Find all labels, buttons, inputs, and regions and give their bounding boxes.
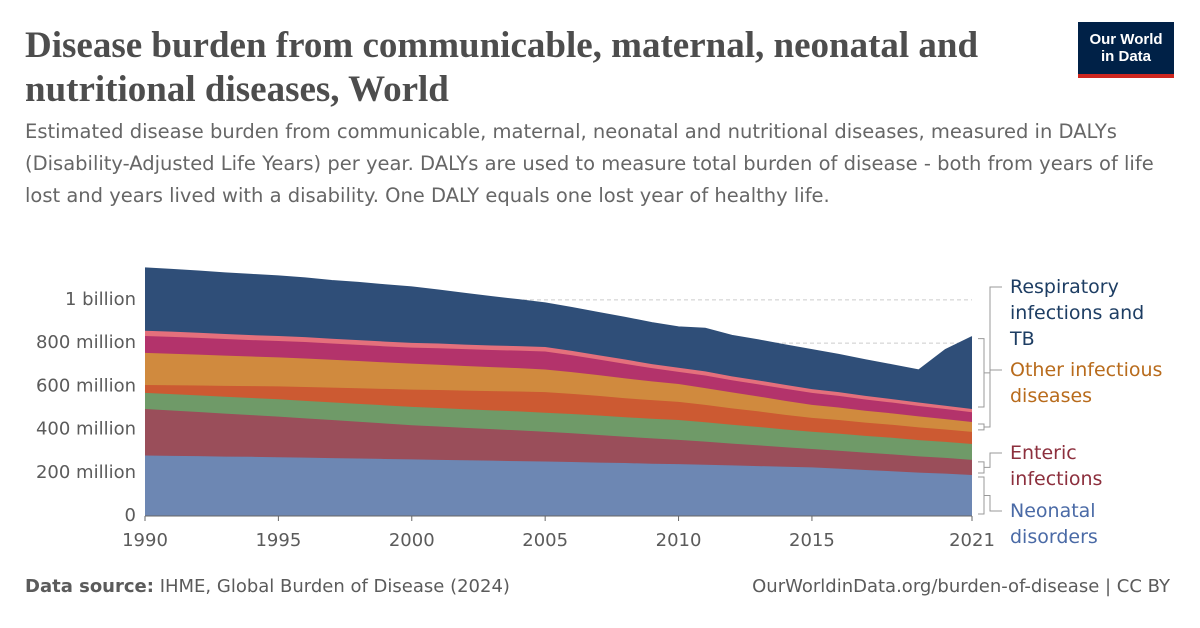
x-tick-label: 2015 xyxy=(789,530,835,551)
area-fill xyxy=(145,335,972,422)
source-text: IHME, Global Burden of Disease (2024) xyxy=(159,576,510,597)
x-tick-label: 2005 xyxy=(522,530,568,551)
area-fill xyxy=(145,392,972,460)
legend-label: Neonatal disorders xyxy=(1010,500,1098,548)
legend-connector xyxy=(978,369,1002,431)
x-tick-label: 1995 xyxy=(255,530,301,551)
legend-connector xyxy=(978,452,1002,474)
y-tick-label: 600 million xyxy=(36,375,136,396)
area-fill xyxy=(145,352,972,432)
area-fill xyxy=(145,455,972,516)
chart-title: Disease burden from communicable, matern… xyxy=(25,25,979,110)
y-tick-label: 0 xyxy=(125,505,136,526)
area-fill xyxy=(145,409,972,475)
legend-connector xyxy=(978,476,1002,515)
y-tick-label: 200 million xyxy=(36,462,136,483)
source: Data source: IHME, Global Burden of Dise… xyxy=(25,576,510,597)
x-tick-label: 2021 xyxy=(949,530,995,551)
legend-label: Other infectious diseases xyxy=(1010,359,1163,407)
x-tick-label: 2010 xyxy=(656,530,702,551)
x-tick-label: 1990 xyxy=(122,530,168,551)
source-label: Data source: xyxy=(25,576,154,597)
chart-subtitle: Estimated disease burden from communicab… xyxy=(25,120,1154,207)
x-tick-label: 2000 xyxy=(389,530,435,551)
url[interactable]: OurWorldinData.org/burden-of-disease | C… xyxy=(752,576,1170,597)
logo[interactable]: Our World in Data xyxy=(1078,22,1174,78)
area-edge xyxy=(144,267,973,371)
y-tick-label: 800 million xyxy=(36,332,136,353)
legend-label: Enteric infections xyxy=(1010,442,1103,490)
legend-label: Respiratory infections and TB xyxy=(1010,276,1145,350)
legend-connector xyxy=(978,286,1002,408)
area-fill xyxy=(145,330,972,413)
y-tick-label: 400 million xyxy=(36,419,136,440)
area-fill xyxy=(145,385,972,445)
area-fill xyxy=(145,267,972,410)
y-tick-label: 1 billion xyxy=(65,289,136,310)
